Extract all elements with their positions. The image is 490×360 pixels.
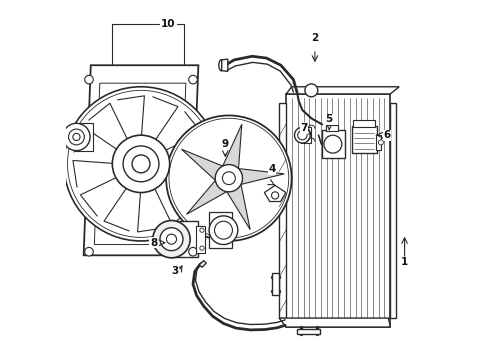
Bar	[209, 212, 232, 248]
Polygon shape	[170, 221, 198, 257]
Bar	[351, 126, 377, 153]
Text: 9: 9	[221, 139, 229, 149]
Circle shape	[73, 134, 80, 140]
Polygon shape	[239, 168, 284, 184]
Circle shape	[132, 155, 150, 173]
Circle shape	[69, 129, 84, 145]
Circle shape	[153, 221, 190, 258]
Text: 6: 6	[383, 130, 390, 140]
Polygon shape	[390, 103, 395, 318]
Circle shape	[160, 228, 183, 251]
Polygon shape	[221, 59, 228, 71]
Circle shape	[123, 146, 159, 182]
Circle shape	[378, 140, 383, 145]
Circle shape	[305, 84, 318, 97]
Bar	[376, 135, 381, 149]
Text: 4: 4	[268, 164, 275, 174]
Polygon shape	[279, 103, 286, 318]
Bar	[286, 94, 390, 327]
Circle shape	[200, 228, 204, 232]
Bar	[196, 226, 205, 253]
Circle shape	[200, 246, 204, 250]
Polygon shape	[95, 83, 186, 244]
Circle shape	[112, 135, 170, 193]
Polygon shape	[84, 65, 198, 255]
Circle shape	[298, 131, 307, 140]
Bar	[272, 273, 279, 295]
Circle shape	[324, 135, 342, 153]
Circle shape	[166, 116, 292, 241]
Text: 5: 5	[326, 114, 333, 124]
Polygon shape	[227, 184, 250, 230]
Circle shape	[189, 247, 197, 256]
Polygon shape	[286, 87, 399, 94]
Polygon shape	[187, 180, 227, 214]
Circle shape	[64, 87, 218, 241]
Circle shape	[215, 221, 232, 239]
Text: 7: 7	[300, 123, 308, 133]
Circle shape	[271, 192, 279, 199]
Polygon shape	[279, 318, 390, 327]
Circle shape	[189, 75, 197, 84]
Circle shape	[85, 75, 93, 84]
Bar	[297, 329, 320, 334]
Circle shape	[63, 123, 90, 150]
Circle shape	[209, 216, 238, 244]
Circle shape	[85, 247, 93, 256]
Circle shape	[222, 172, 235, 185]
Text: 10: 10	[161, 19, 175, 29]
Polygon shape	[181, 149, 222, 180]
Bar	[326, 125, 338, 131]
Polygon shape	[265, 185, 286, 202]
Text: 3: 3	[172, 266, 179, 276]
Polygon shape	[222, 124, 242, 168]
Bar	[74, 123, 93, 150]
Bar	[353, 121, 375, 127]
Text: 1: 1	[401, 257, 408, 267]
Circle shape	[294, 127, 310, 143]
Polygon shape	[199, 261, 206, 267]
Circle shape	[167, 234, 176, 244]
Circle shape	[215, 165, 243, 192]
Text: 2: 2	[311, 33, 318, 43]
Bar	[300, 127, 311, 143]
Bar	[322, 130, 345, 158]
Text: 8: 8	[150, 238, 157, 248]
